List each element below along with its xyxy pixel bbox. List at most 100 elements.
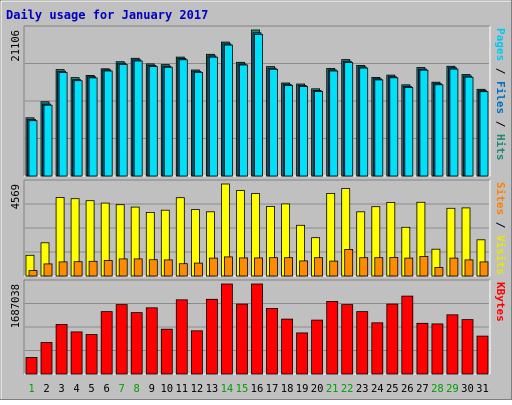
bar-visits-sites-day-3 (58, 261, 68, 277)
day-label-14: 14 (221, 383, 234, 395)
bar-visits-sites-day-24 (374, 257, 384, 277)
bar-kbytes-kbytes-day-17 (266, 307, 278, 375)
bar-hits-pages-day-1 (28, 120, 38, 177)
bar-hits-pages-day-8 (133, 60, 143, 177)
day-label-30: 30 (461, 383, 474, 395)
day-label-11: 11 (175, 383, 188, 395)
bar-kbytes-kbytes-day-4 (70, 331, 83, 375)
bar-visits-sites-day-29 (449, 257, 459, 277)
bar-kbytes-kbytes-day-30 (461, 319, 474, 375)
bar-kbytes-kbytes-day-5 (85, 334, 98, 375)
panel-hits-legend-item-1: / (494, 61, 507, 81)
day-label-7: 7 (119, 383, 125, 395)
day-label-28: 28 (431, 383, 444, 395)
day-label-21: 21 (326, 383, 339, 395)
bar-hits-pages-day-7 (118, 64, 128, 177)
day-label-5: 5 (88, 383, 94, 395)
panel-kbytes-axis-max: 1687038 (10, 284, 22, 328)
bar-visits-sites-day-30 (464, 259, 474, 277)
panel-kbytes-legend-item-0: KBytes (494, 282, 507, 322)
bar-kbytes-kbytes-day-11 (175, 299, 188, 375)
panel-hits-legend: Pages / Files / Hits (494, 28, 507, 161)
bar-kbytes-kbytes-day-14 (220, 283, 233, 375)
bar-hits-pages-day-30 (464, 76, 474, 177)
bar-hits-pages-day-31 (479, 91, 489, 177)
panel-visits-legend-item-1: / (494, 215, 507, 235)
day-label-25: 25 (386, 383, 399, 395)
bar-hits-pages-day-12 (193, 72, 203, 177)
bar-visits-sites-day-9 (148, 259, 158, 277)
bar-hits-pages-day-17 (269, 68, 278, 177)
bar-kbytes-kbytes-day-12 (190, 330, 203, 375)
bar-visits-sites-day-21 (329, 260, 339, 277)
bar-kbytes-kbytes-day-25 (386, 303, 399, 375)
bar-kbytes-kbytes-day-13 (205, 298, 218, 375)
bar-kbytes-kbytes-day-16 (251, 283, 263, 375)
bar-hits-pages-day-27 (419, 69, 429, 177)
panel-hits-legend-item-3: / (494, 114, 507, 134)
panel-kbytes: 1687038 KBytes (10, 279, 507, 375)
day-label-6: 6 (104, 383, 110, 395)
bar-hits-pages-day-29 (449, 68, 459, 177)
bar-hits-pages-day-26 (404, 87, 414, 177)
panel-visits-legend-item-0: Sites (494, 182, 507, 215)
bar-kbytes-kbytes-day-10 (160, 328, 173, 375)
day-label-27: 27 (416, 383, 429, 395)
bar-visits-sites-day-14 (223, 256, 233, 277)
bar-kbytes-kbytes-day-18 (281, 318, 294, 375)
panel-visits-axis-max: 4569 (10, 184, 22, 209)
bar-kbytes-kbytes-day-24 (371, 322, 384, 375)
panel-hits-axis-max: 21106 (10, 30, 22, 62)
day-label-19: 19 (296, 383, 309, 395)
day-label-13: 13 (206, 383, 219, 395)
bar-visits-sites-day-2 (43, 263, 53, 277)
day-label-24: 24 (371, 383, 384, 395)
bar-visits-sites-day-1 (28, 270, 38, 277)
day-label-16: 16 (251, 383, 264, 395)
bar-kbytes-kbytes-day-15 (236, 303, 248, 375)
panel-visits: 4569 Sites / Visits (10, 179, 507, 277)
bar-hits-pages-day-3 (58, 72, 68, 177)
bar-hits-pages-day-6 (103, 70, 113, 177)
bar-kbytes-kbytes-day-26 (401, 295, 414, 375)
bar-hits-pages-day-24 (374, 79, 384, 177)
bar-kbytes-kbytes-day-7 (115, 304, 128, 375)
bar-visits-sites-day-16 (254, 257, 263, 277)
day-label-23: 23 (356, 383, 369, 395)
bar-visits-sites-day-15 (239, 257, 248, 277)
bar-hits-pages-day-20 (314, 91, 324, 177)
bar-hits-pages-day-5 (88, 77, 98, 177)
bar-kbytes-kbytes-day-2 (40, 342, 53, 375)
panel-visits-legend: Sites / Visits (494, 182, 507, 275)
bar-visits-sites-day-27 (419, 256, 429, 277)
bar-kbytes-kbytes-day-3 (55, 323, 68, 375)
day-label-12: 12 (191, 383, 204, 395)
bar-visits-sites-day-18 (284, 257, 294, 277)
bar-hits-pages-day-18 (284, 85, 294, 177)
bar-visits-sites-day-17 (269, 257, 278, 277)
bar-visits-sites-day-23 (359, 257, 369, 277)
bar-hits-pages-day-23 (359, 67, 369, 177)
panel-hits-legend-item-2: Files (494, 81, 507, 114)
day-label-8: 8 (134, 383, 140, 395)
bar-kbytes-kbytes-day-1 (25, 357, 38, 375)
bar-visits-sites-day-19 (299, 260, 309, 277)
day-label-31: 31 (476, 383, 489, 395)
day-label-20: 20 (311, 383, 324, 395)
day-label-15: 15 (236, 383, 249, 395)
bar-kbytes-kbytes-day-28 (431, 323, 444, 375)
bar-kbytes-kbytes-day-9 (145, 307, 158, 375)
day-label-29: 29 (446, 383, 459, 395)
bar-kbytes-kbytes-day-23 (356, 311, 369, 375)
panel-kbytes-legend: KBytes (494, 282, 507, 322)
bar-kbytes-kbytes-day-19 (296, 332, 309, 375)
bar-hits-pages-day-9 (148, 66, 158, 177)
bar-visits-sites-day-28 (434, 267, 444, 277)
day-label-3: 3 (58, 383, 64, 395)
bar-kbytes-kbytes-day-8 (130, 312, 143, 375)
bar-visits-sites-day-4 (73, 261, 83, 277)
bar-visits-sites-day-13 (208, 257, 218, 277)
day-label-17: 17 (266, 383, 279, 395)
